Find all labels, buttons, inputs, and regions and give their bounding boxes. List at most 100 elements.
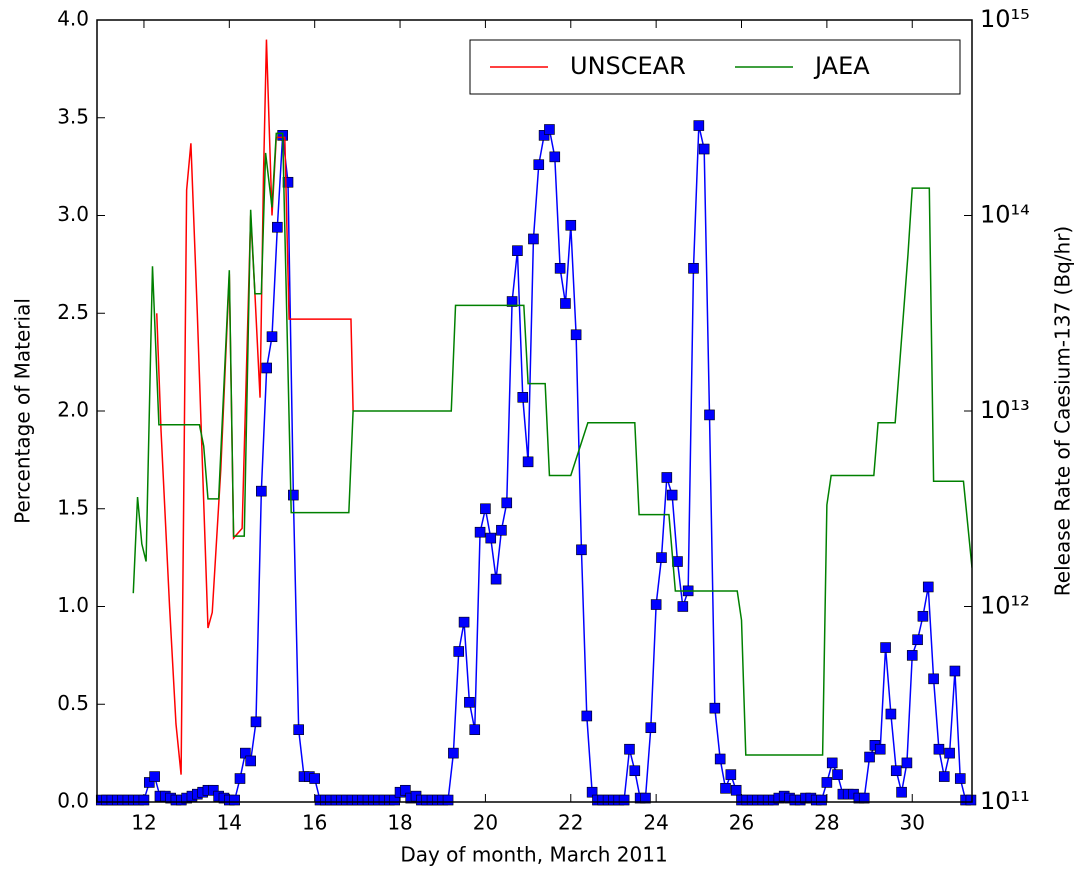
y-tick-label: 4.0 bbox=[57, 7, 89, 31]
marker bbox=[490, 573, 502, 585]
marker bbox=[506, 296, 518, 307]
y2-tick-label: 10¹⁵ bbox=[980, 5, 1030, 33]
plot-frame bbox=[96, 19, 973, 803]
x-tick-label: 14 bbox=[217, 811, 242, 835]
marker bbox=[917, 610, 929, 622]
legend-box bbox=[469, 39, 961, 95]
marker bbox=[533, 159, 545, 170]
marker bbox=[485, 532, 497, 544]
series-line bbox=[156, 39, 354, 775]
x-tick-label: 12 bbox=[131, 811, 156, 835]
marker bbox=[720, 783, 731, 794]
marker bbox=[821, 777, 833, 788]
marker bbox=[693, 120, 705, 131]
y-tick-label: 3.5 bbox=[57, 104, 89, 128]
marker bbox=[143, 777, 155, 788]
marker bbox=[266, 331, 278, 343]
x-tick-label: 22 bbox=[558, 811, 583, 835]
marker bbox=[400, 784, 411, 796]
marker bbox=[549, 151, 561, 163]
marker bbox=[544, 124, 555, 135]
marker bbox=[949, 665, 961, 677]
x-tick-label: 26 bbox=[729, 811, 754, 835]
marker bbox=[826, 757, 838, 769]
marker bbox=[650, 599, 662, 610]
marker bbox=[309, 773, 320, 784]
x-tick-label: 18 bbox=[387, 811, 412, 835]
marker bbox=[464, 696, 475, 708]
marker bbox=[933, 743, 945, 755]
marker bbox=[656, 552, 667, 563]
marker bbox=[448, 747, 459, 759]
legend-label: JAEA bbox=[813, 52, 870, 80]
marker bbox=[272, 221, 283, 233]
y-tick-label: 3.0 bbox=[57, 202, 89, 226]
marker bbox=[512, 245, 523, 256]
marker bbox=[640, 792, 651, 804]
y2-tick-label: 10¹⁴ bbox=[980, 201, 1030, 229]
x-tick-label: 24 bbox=[643, 811, 668, 835]
marker bbox=[672, 556, 683, 567]
marker bbox=[229, 794, 240, 806]
y2-axis-label: Release Rate of Caesium-137 (Bq/hr) bbox=[1051, 226, 1075, 596]
x-tick-label: 28 bbox=[814, 811, 839, 835]
marker bbox=[442, 794, 454, 806]
y2-tick-label: 10¹³ bbox=[980, 396, 1030, 424]
marker bbox=[565, 219, 577, 231]
marker bbox=[832, 769, 843, 780]
marker bbox=[661, 472, 673, 483]
marker bbox=[816, 794, 827, 806]
marker bbox=[896, 786, 907, 798]
marker bbox=[234, 773, 246, 784]
marker bbox=[586, 786, 598, 798]
y-tick-label: 0.5 bbox=[57, 691, 89, 715]
marker bbox=[629, 765, 641, 777]
marker bbox=[954, 773, 966, 784]
marker bbox=[453, 646, 465, 657]
marker bbox=[570, 329, 582, 341]
y2-tick-label: 10¹¹ bbox=[980, 787, 1030, 815]
marker bbox=[288, 489, 299, 501]
marker bbox=[928, 673, 939, 685]
marker bbox=[938, 771, 950, 782]
marker bbox=[576, 544, 587, 556]
marker bbox=[725, 769, 737, 780]
marker bbox=[538, 130, 550, 141]
marker bbox=[618, 794, 630, 806]
marker bbox=[250, 716, 262, 728]
series-line bbox=[132, 132, 972, 756]
legend-label: UNSCEAR bbox=[570, 52, 686, 80]
marker bbox=[906, 650, 918, 661]
marker bbox=[522, 456, 534, 468]
marker bbox=[858, 792, 870, 804]
x-tick-label: 16 bbox=[302, 811, 327, 835]
marker bbox=[922, 581, 934, 593]
marker bbox=[890, 765, 902, 777]
marker bbox=[880, 642, 891, 653]
marker bbox=[245, 755, 256, 767]
marker bbox=[501, 497, 513, 509]
x-tick-label: 30 bbox=[900, 811, 925, 835]
marker bbox=[677, 601, 689, 612]
marker bbox=[469, 724, 481, 735]
marker bbox=[208, 784, 219, 796]
marker bbox=[261, 362, 272, 374]
marker bbox=[624, 743, 635, 755]
marker bbox=[256, 485, 267, 497]
marker bbox=[730, 784, 742, 796]
y-tick-label: 0.0 bbox=[57, 789, 89, 813]
marker bbox=[698, 143, 710, 155]
y-tick-label: 2.5 bbox=[57, 300, 89, 324]
y-axis-label: Percentage of Material bbox=[11, 298, 35, 524]
marker bbox=[528, 233, 539, 245]
marker bbox=[458, 616, 470, 628]
marker bbox=[965, 794, 977, 806]
marker bbox=[149, 771, 160, 782]
marker bbox=[704, 409, 715, 421]
y-tick-label: 2.0 bbox=[57, 398, 89, 422]
marker bbox=[474, 526, 486, 538]
marker bbox=[912, 634, 923, 646]
marker bbox=[944, 747, 955, 759]
